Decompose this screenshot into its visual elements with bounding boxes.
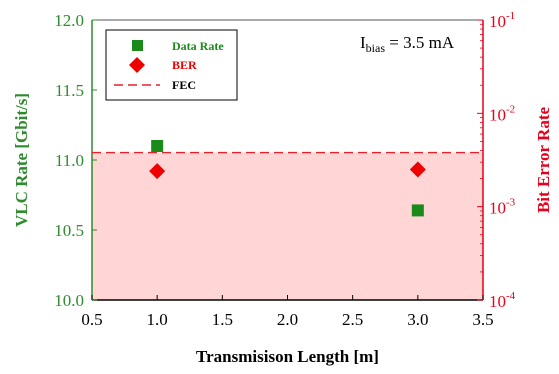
right-y-tick-base: 10 <box>489 105 506 124</box>
x-axis-title: Transmisison Length [m] <box>196 347 379 366</box>
legend-label-data-rate: Data Rate <box>172 39 224 53</box>
legend-box <box>105 29 238 101</box>
annotation-symbol: I <box>360 33 366 52</box>
right-y-tick-label: 10-4 <box>489 290 516 311</box>
right-y-tick-label: 10-3 <box>489 197 516 218</box>
left-y-tick-label: 10.5 <box>54 221 84 240</box>
right-y-tick-exponent: -1 <box>506 10 515 22</box>
left-y-tick-label: 11.0 <box>55 151 84 170</box>
left-y-tick-label: 10.0 <box>54 291 84 310</box>
x-tick-label: 1.0 <box>147 310 168 329</box>
x-tick-label: 3.0 <box>407 310 428 329</box>
bias-current-annotation: Ibias = 3.5 mA <box>360 33 455 55</box>
right-y-tick-base: 10 <box>489 292 506 311</box>
right-y-tick-exponent: -4 <box>506 290 516 302</box>
data-rate-point <box>151 140 164 152</box>
data-points <box>149 140 426 217</box>
x-tick-label: 2.5 <box>342 310 363 329</box>
right-y-tick-base: 10 <box>489 12 506 31</box>
x-tick-label: 1.5 <box>212 310 233 329</box>
right-y-tick-base: 10 <box>489 199 506 218</box>
legend: Data Rate BER FEC <box>105 29 238 101</box>
tick-labels: 0.5 1.0 1.5 2.0 2.5 3.0 3.5 10.0 10.5 11.0 11.5 12.… <box>54 10 515 329</box>
annotation-value: = 3.5 mA <box>385 33 455 52</box>
x-tick-label: 0.5 <box>81 310 102 329</box>
legend-marker-ber <box>129 57 145 73</box>
right-y-axis-title: Bit Error Rate <box>534 107 553 214</box>
legend-label-ber: BER <box>172 58 197 72</box>
right-y-tick-label: 10-2 <box>489 103 515 124</box>
annotation-subscript: bias <box>366 41 386 55</box>
left-y-axis-title: VLC Rate [Gbit/s] <box>12 93 31 227</box>
left-y-tick-label: 12.0 <box>54 11 84 30</box>
ticks <box>91 19 484 301</box>
ber-point <box>409 161 426 178</box>
right-y-tick-label: 10-1 <box>489 10 515 31</box>
right-y-tick-exponent: -2 <box>506 103 515 115</box>
fec-shaded-region <box>92 152 483 300</box>
x-tick-label: 2.0 <box>277 310 298 329</box>
legend-marker-data-rate <box>132 40 143 51</box>
ber-point <box>149 163 166 180</box>
legend-label-fec: FEC <box>172 78 196 92</box>
data-rate-point <box>411 204 424 217</box>
left-y-tick-label: 11.5 <box>55 81 84 100</box>
right-y-tick-exponent: -3 <box>506 197 516 209</box>
x-tick-label: 3.5 <box>472 310 493 329</box>
